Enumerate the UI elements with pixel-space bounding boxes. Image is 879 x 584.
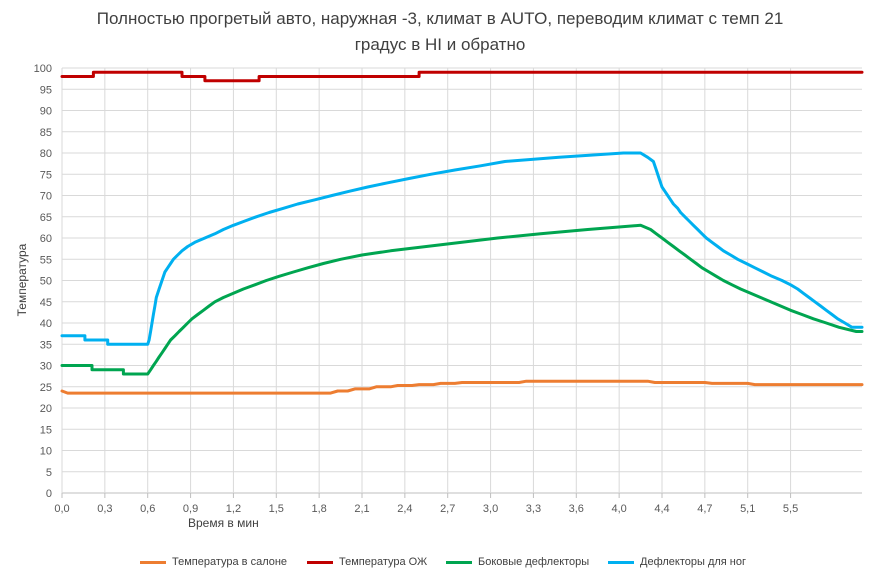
y-tick-label: 5 <box>46 467 52 479</box>
chart-title: Полностью прогретый авто, наружная -3, к… <box>40 6 840 58</box>
x-tick-label: 0,3 <box>97 503 112 515</box>
x-axis-label: Время в мин <box>188 516 259 530</box>
y-tick-label: 55 <box>40 254 52 266</box>
y-tick-label: 10 <box>40 446 52 458</box>
series-lines <box>60 70 864 395</box>
x-tick-label: 2,1 <box>354 503 369 515</box>
x-tick-label: 0,0 <box>54 503 69 515</box>
legend-item-coolant-temp: Температура ОЖ <box>307 556 427 568</box>
y-tick-label: 80 <box>40 148 52 160</box>
y-tick-label: 95 <box>40 84 52 96</box>
chart-title-line-1: Полностью прогретый авто, наружная -3, к… <box>96 9 784 28</box>
legend-label-side-vents: Боковые дефлекторы <box>478 556 590 568</box>
legend-item-side-vents: Боковые дефлекторы <box>446 556 589 568</box>
x-tick-label: 0,9 <box>183 503 198 515</box>
x-tick-label: 1,2 <box>226 503 241 515</box>
grid-lines <box>61 67 862 498</box>
series-line-side-vents <box>60 223 864 376</box>
x-tick-label: 4,7 <box>697 503 712 515</box>
y-axis-label: Температура <box>15 243 29 316</box>
x-axis-tick-labels: 0,0 0,3 0,6 0,9 1,2 1,5 1,8 2,1 2,4 2,7 3,0 3,3 3,6 4… <box>54 503 798 515</box>
x-tick-label: 1,5 <box>269 503 284 515</box>
y-tick-label: 30 <box>40 361 52 373</box>
legend-swatch-cabin-temp <box>140 560 166 564</box>
legend-swatch-coolant-temp <box>307 560 333 564</box>
x-tick-label: 2,4 <box>397 503 412 515</box>
legend-item-foot-vents: Дефлекторы для ног <box>608 556 746 568</box>
y-tick-label: 100 <box>34 63 52 75</box>
x-tick-label: 1,8 <box>311 503 326 515</box>
chart-title-line-2: градус в HI и обратно <box>354 35 526 54</box>
y-tick-label: 75 <box>40 169 52 181</box>
y-tick-label: 40 <box>40 318 52 330</box>
x-tick-label: 3,0 <box>483 503 498 515</box>
x-tick-label: 4,4 <box>654 503 669 515</box>
y-tick-label: 25 <box>40 382 52 394</box>
y-tick-label: 65 <box>40 212 52 224</box>
series-line-foot-vents <box>60 151 864 346</box>
y-tick-label: 85 <box>40 127 52 139</box>
y-tick-label: 45 <box>40 297 52 309</box>
x-tick-label: 3,6 <box>569 503 584 515</box>
legend-item-cabin-temp: Температура в салоне <box>140 556 287 568</box>
x-tick-label: 2,7 <box>440 503 455 515</box>
x-tick-label: 3,3 <box>526 503 541 515</box>
y-axis-tick-labels: 0 5 10 15 20 25 30 35 40 45 50 55 60 65 70 75 80 85 90 95 10… <box>34 63 52 500</box>
legend-label-cabin-temp: Температура в салоне <box>172 556 288 568</box>
y-tick-label: 60 <box>40 233 52 245</box>
y-tick-label: 35 <box>40 339 52 351</box>
y-tick-label: 70 <box>40 191 52 203</box>
legend: Температура в салоне Температура ОЖ Боко… <box>0 556 879 574</box>
x-tick-label: 4,0 <box>611 503 626 515</box>
x-tick-label: 5,5 <box>783 503 798 515</box>
y-tick-label: 50 <box>40 276 52 288</box>
x-tick-label: 0,6 <box>140 503 155 515</box>
legend-label-coolant-temp: Температура ОЖ <box>339 556 428 568</box>
series-line-coolant-temp <box>60 70 864 83</box>
x-tick-label: 5,1 <box>740 503 755 515</box>
y-tick-label: 20 <box>40 403 52 415</box>
y-tick-label: 15 <box>40 424 52 436</box>
legend-swatch-foot-vents <box>608 560 634 564</box>
legend-label-foot-vents: Дефлекторы для ног <box>640 556 747 568</box>
legend-swatch-side-vents <box>446 560 472 564</box>
series-line-cabin-temp <box>60 379 864 395</box>
y-tick-label: 0 <box>46 488 52 500</box>
y-tick-label: 90 <box>40 106 52 118</box>
